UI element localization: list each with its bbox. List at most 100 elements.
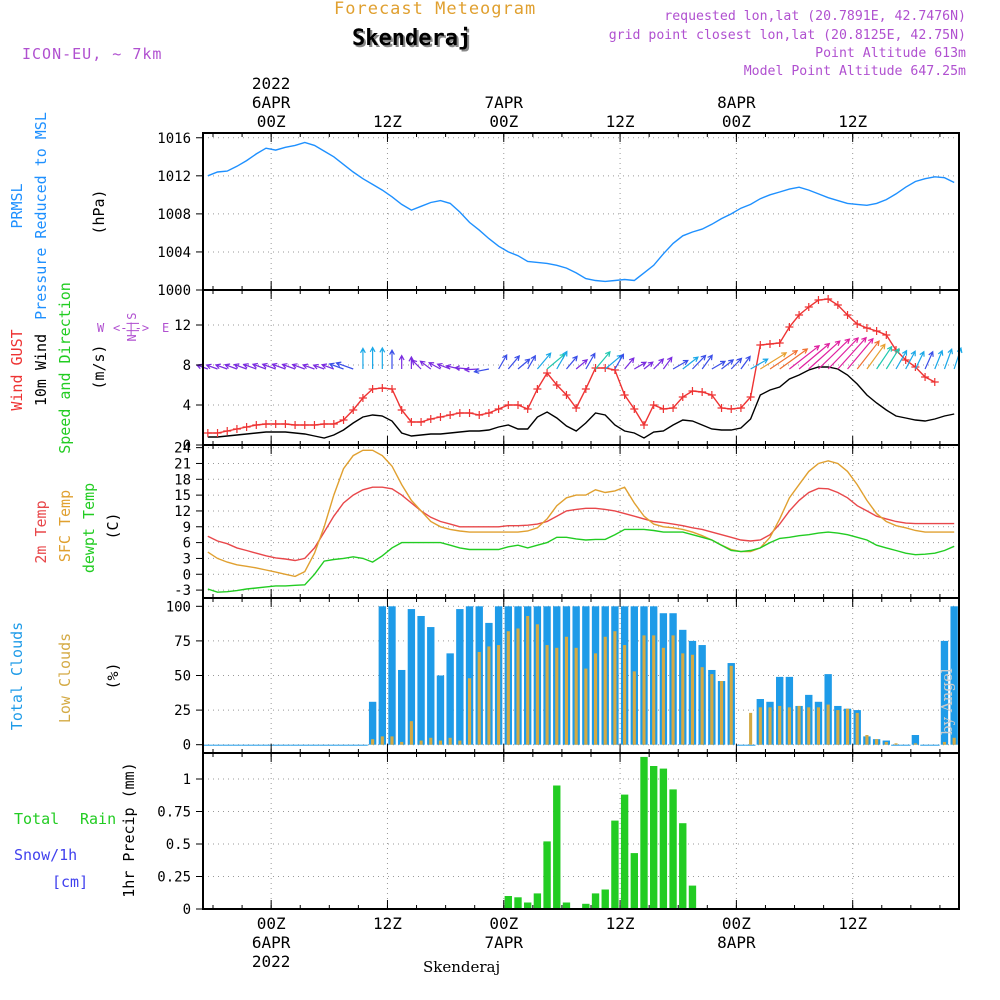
total-cloud-bar [427,627,435,745]
wind-direction-arrow [779,348,809,370]
total-cloud-bar [290,744,300,746]
low-cloud-bar [603,636,607,745]
low-cloud-bar [632,671,636,745]
clouds-ylabel: (%) [104,662,122,689]
low-cloud-bar [438,740,443,745]
y-tick-label: 0 [183,438,191,454]
wind-direction-arrow [291,363,305,370]
low-cloud-bar [409,721,413,745]
precip-bar [582,903,590,909]
gust-marker [349,406,358,414]
gust-marker [640,421,648,429]
total-cloud-bar [900,744,911,746]
gust-marker [853,320,862,328]
point-altitude: Point Altitude 613m [815,46,966,61]
wind-direction-arrow [224,363,238,370]
total-cloud-bar [398,669,406,745]
gust-marker [213,429,222,437]
wind-direction-arrow [369,346,376,369]
time-label-top: 12Z [606,112,635,131]
gust-marker [707,391,716,399]
wind-direction-arrow [895,349,908,370]
wind-direction-arrow [721,359,735,370]
low-cloud-bar [487,646,491,745]
low-cloud-bar [913,743,917,745]
gust-marker [688,387,697,395]
wind-direction-arrow [507,355,521,370]
time-label-bottom: 00Z [489,914,518,933]
precip-bar [650,766,658,909]
total-cloud-bar [309,744,320,746]
total-cloud-bar [436,675,445,745]
total-cloud-bar [456,609,464,745]
temp-ylabel: (C) [104,512,122,539]
total-cloud-bar [368,701,377,745]
y-tick-label: 25 [174,703,191,719]
gust-marker [698,388,707,396]
precip-bar [679,823,687,909]
gust-marker [804,303,813,311]
precip-snow-label: Snow/1h [14,846,77,864]
low-clouds-label: Low Clouds [56,633,74,723]
wind-direction-arrow [711,360,727,370]
panel-frame-precip [202,752,960,910]
gust-marker [329,420,338,428]
wind-direction-arrow [379,346,386,369]
gust-marker [669,404,678,412]
gust-marker [562,391,571,399]
time-label-top: 00Z [257,112,286,131]
wind-direction-arrow [682,356,699,370]
low-cloud-bar [574,647,578,745]
time-label-bottom: 12Z [838,914,867,933]
wind-direction-arrow [914,350,925,370]
low-cloud-bar [836,710,840,745]
gust-marker [775,339,784,347]
y-tick-label: 15 [174,488,191,504]
gust-marker [262,420,270,428]
precip-bar [620,794,629,909]
temp2m-label: 2m Temp [32,500,50,563]
wind-direction-arrow [643,361,654,370]
wind-direction-arrow [214,363,228,370]
low-cloud-bar [768,707,772,745]
wind-direction-arrow [585,352,596,370]
wind-direction-arrow [251,362,267,370]
gust-marker [271,420,280,428]
wind-gust-label: Wind GUST [8,329,26,410]
total-cloud-bar [348,744,359,746]
low-cloud-bar [826,704,830,745]
gust-marker [843,311,852,319]
wind-direction-arrow [634,361,647,370]
gust-marker [475,411,484,419]
wind-direction-arrow [575,359,589,370]
wind-direction-arrow [672,359,689,370]
gust-marker [736,404,745,412]
y-tick-label: 12 [174,504,191,520]
gust-marker [455,409,464,417]
low-cloud-bar [448,737,452,745]
gust-marker [911,363,920,371]
wind-direction-arrow [527,354,536,370]
wind-direction-arrow [789,345,821,370]
wind-direction-arrow [759,352,788,370]
precip-bar [688,885,697,909]
gust-marker [552,381,561,389]
y-tick-label: 8 [183,358,191,374]
low-cloud-bar [371,739,375,745]
wind-direction-arrow [876,345,893,370]
gust-marker [591,364,600,372]
low-cloud-bar [623,645,627,745]
gust-marker [543,369,552,377]
time-label-top: 6APR [252,93,291,112]
y-tick-label: 12 [174,318,191,334]
gust-marker [504,401,513,409]
requested-coords: requested lon,lat (20.7891E, 42.7476N) [664,9,966,24]
gust-marker [814,296,823,304]
sfctemp-label: SFC Temp [56,490,74,562]
time-label-bottom: 2022 [252,952,291,971]
gust-marker [659,405,668,413]
low-cloud-bar [564,636,569,745]
total-cloud-bar [465,606,474,745]
wind10-label: 10m Wind [32,334,50,406]
gust-marker [281,420,290,428]
